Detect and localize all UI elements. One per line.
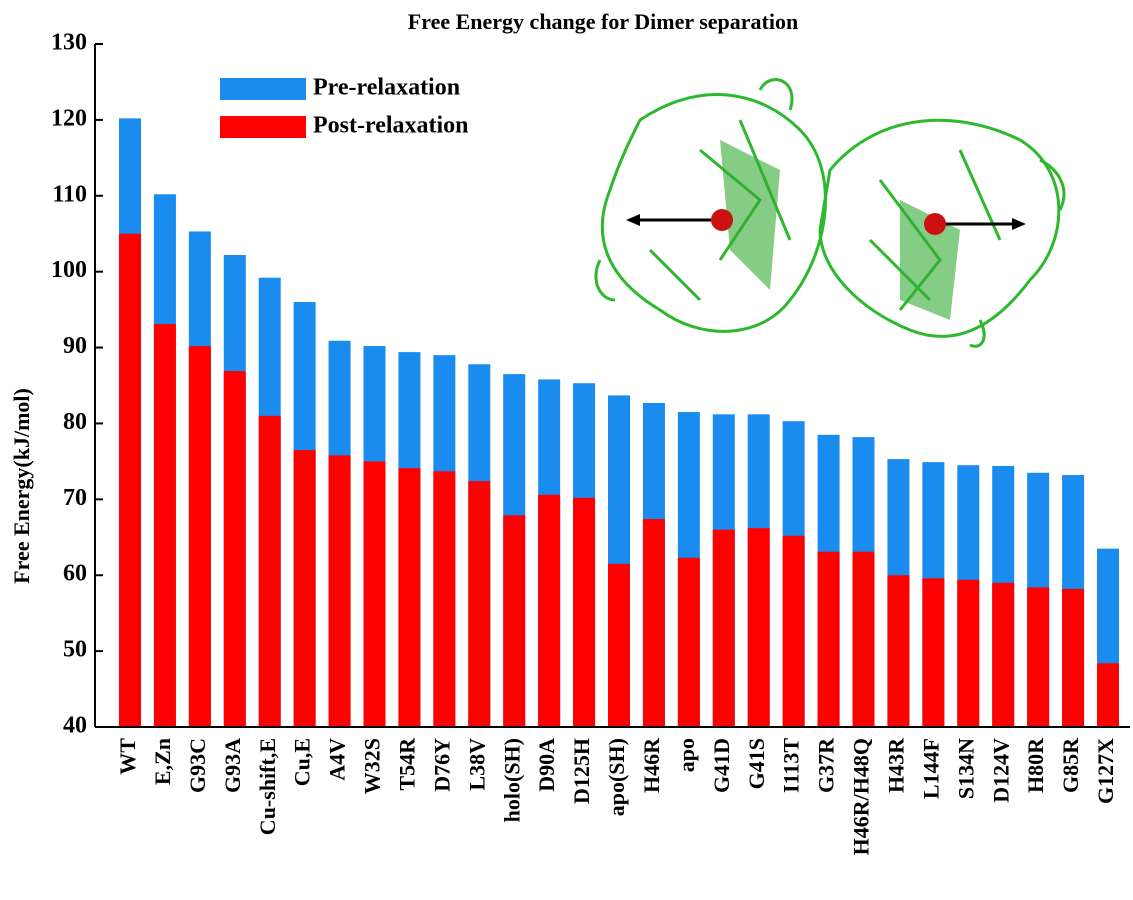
legend-label: Pre-relaxation — [313, 75, 460, 101]
bar — [747, 528, 770, 727]
bar — [223, 371, 246, 727]
y-tick-label: 120 — [51, 105, 87, 131]
x-tick-label: L144F — [918, 738, 943, 799]
bar — [153, 324, 176, 727]
protein-illustration — [594, 78, 1066, 348]
bar — [1097, 663, 1119, 727]
x-tick-label: D124V — [988, 738, 1013, 803]
x-tick-label: apo(SH) — [604, 738, 629, 816]
bar — [398, 468, 421, 727]
x-tick-label: H43R — [883, 737, 908, 793]
bar — [922, 578, 945, 727]
x-tick-label: WT — [115, 738, 140, 775]
chart-title: Free Energy change for Dimer separation — [408, 9, 798, 34]
bar — [538, 494, 561, 727]
x-tick-label: G41D — [709, 738, 734, 793]
bar — [119, 233, 141, 727]
x-tick-label: D125H — [569, 738, 594, 804]
arrow-head — [1012, 218, 1026, 230]
x-tick-label: W32S — [360, 738, 385, 794]
x-tick-label: Cu,E — [290, 738, 315, 786]
legend-swatch — [220, 78, 306, 100]
x-tick-label: G37R — [814, 737, 839, 793]
y-tick-label: 70 — [63, 485, 87, 511]
bar — [573, 497, 596, 727]
x-tick-label: H46R/H48Q — [849, 738, 874, 855]
protein-fill — [720, 140, 960, 320]
y-axis-label: Free Energy(kJ/mol) — [9, 388, 34, 584]
arrow-head — [626, 214, 640, 226]
x-tick-label: E,Zn — [150, 738, 175, 785]
bar — [468, 481, 491, 727]
bar — [258, 415, 281, 727]
x-tick-label: T54R — [394, 737, 419, 791]
x-tick-label: holo(SH) — [499, 738, 524, 822]
bar — [677, 557, 700, 727]
x-tick-label: S134N — [953, 738, 978, 799]
x-tick-label: G127X — [1093, 738, 1118, 804]
bar — [503, 515, 526, 727]
bar — [992, 582, 1015, 727]
bar — [642, 519, 665, 727]
bar — [1027, 587, 1050, 727]
y-tick-label: 100 — [51, 257, 87, 283]
y-tick-label: 60 — [63, 561, 87, 587]
legend-swatch — [220, 116, 306, 138]
bar — [608, 563, 630, 727]
y-tick-label: 130 — [51, 30, 87, 56]
x-tick-label: G41S — [744, 738, 769, 789]
bar — [433, 471, 456, 727]
x-tick-label: H80R — [1023, 737, 1048, 793]
bar — [712, 529, 735, 727]
bar — [782, 535, 805, 727]
x-tick-label: D90A — [534, 738, 559, 792]
y-tick-label: 40 — [63, 713, 87, 739]
x-tick-label: D76Y — [429, 738, 454, 792]
bar — [1062, 588, 1085, 727]
bar — [293, 450, 316, 727]
y-tick-label: 90 — [63, 333, 87, 359]
y-tick-label: 110 — [52, 181, 87, 207]
atom — [711, 209, 733, 231]
y-tick-label: 50 — [63, 637, 87, 663]
bar — [188, 346, 211, 727]
bar — [328, 455, 351, 727]
x-tick-label: I113T — [779, 738, 804, 793]
x-tick-label: L38V — [464, 738, 489, 791]
x-tick-label: G93A — [220, 738, 245, 793]
atom — [924, 213, 946, 235]
bar — [852, 551, 875, 727]
bar — [957, 579, 980, 727]
x-tick-label: G85R — [1058, 737, 1083, 793]
bar — [363, 461, 386, 727]
x-tick-label: Cu-shift,E — [255, 738, 280, 835]
x-tick-label: A4V — [325, 738, 350, 781]
bar — [887, 575, 910, 727]
x-tick-label: apo — [674, 738, 699, 772]
bar — [817, 551, 840, 727]
y-tick-label: 80 — [63, 409, 87, 435]
x-tick-label: H46R — [639, 737, 664, 793]
legend-label: Post-relaxation — [313, 113, 469, 139]
x-tick-label: G93C — [185, 738, 210, 793]
